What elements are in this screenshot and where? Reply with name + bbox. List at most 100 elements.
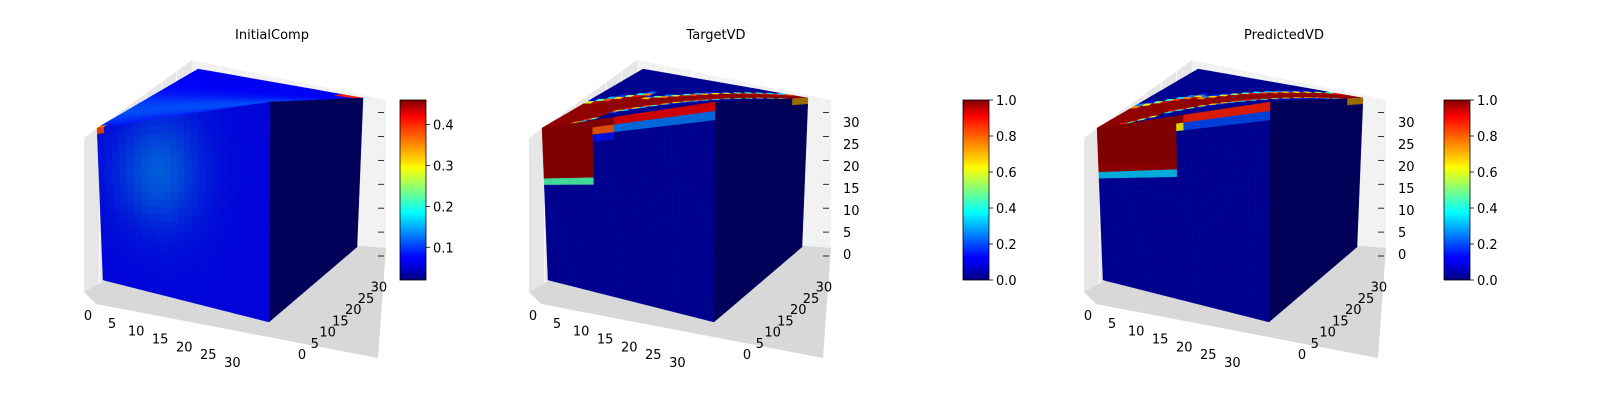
voxel-front-cell — [650, 192, 659, 202]
voxel-right-cell — [764, 129, 769, 138]
x-tick-label: 0 — [84, 309, 92, 324]
voxel-front-cell — [1171, 252, 1179, 262]
voxel-right-cell — [327, 106, 333, 115]
voxel-front-cell — [1141, 198, 1150, 207]
voxel-front-cell — [686, 105, 694, 116]
voxel-right-cell — [311, 122, 317, 132]
voxel-front-cell — [205, 216, 214, 227]
voxel-front-cell — [155, 154, 163, 164]
voxel-front-cell — [600, 184, 609, 193]
voxel-front-cell — [148, 155, 156, 164]
voxel-front-cell — [679, 227, 687, 238]
voxel-right-cell — [737, 133, 742, 144]
voxel-front-cell — [162, 154, 171, 163]
voxel-right-cell — [307, 162, 312, 172]
voxel-front-cell — [198, 208, 207, 218]
voxel-front-cell — [572, 191, 581, 199]
voxel-front-cell — [176, 114, 184, 124]
voxel-right-cell — [730, 118, 735, 128]
voxel-front-cell — [185, 269, 193, 280]
voxel-right-cell — [296, 124, 301, 135]
voxel-front-cell — [137, 281, 145, 291]
voxel-front-cell — [600, 154, 608, 164]
voxel-front-cell — [700, 237, 708, 249]
voxel-front-cell — [212, 241, 221, 252]
voxel-right-cell — [288, 126, 294, 136]
voxel-right-cell — [1357, 116, 1363, 124]
voxel-front-cell — [1151, 284, 1159, 295]
voxel-right-cell — [1346, 117, 1351, 126]
voxel-front-cell — [190, 112, 199, 123]
voxel-front-cell — [544, 197, 553, 205]
voxel-front-cell — [168, 123, 177, 133]
voxel-right-cell — [1288, 117, 1294, 128]
voxel-right-cell — [767, 143, 773, 153]
voxel-front-cell — [693, 201, 701, 212]
voxel-front-cell — [671, 158, 680, 168]
voxel-right-cell — [1300, 124, 1305, 134]
voxel-front-cell — [1126, 143, 1135, 152]
voxel-front-cell — [176, 138, 185, 147]
voxel-right-cell — [281, 118, 286, 129]
voxel-front-cell — [1113, 184, 1122, 192]
voxel-right-cell — [323, 106, 329, 115]
colorbar-tick-label: 0.0 — [996, 274, 1017, 289]
voxel-front-cell — [185, 262, 193, 272]
voxel-front-cell — [593, 177, 602, 186]
voxel-front-cell — [609, 288, 618, 298]
voxel-front-cell — [1112, 151, 1120, 159]
voxel-front-cell — [1148, 191, 1157, 200]
voxel-right-cell — [312, 99, 317, 109]
voxel-front-cell — [686, 219, 694, 229]
voxel-front-cell — [262, 238, 270, 249]
voxel-front-cell — [1112, 178, 1121, 186]
voxel-front-cell — [185, 254, 193, 264]
voxel-right-cell — [749, 131, 754, 142]
voxel-right-cell — [714, 110, 719, 121]
voxel-front-cell — [635, 136, 644, 146]
voxel-right-cell — [1311, 122, 1317, 132]
voxel-front-cell — [693, 130, 701, 141]
voxel-front-cell — [545, 210, 553, 218]
voxel-right-cell — [273, 110, 278, 121]
voxel-right-cell — [296, 141, 301, 151]
voxel-front-cell — [1162, 177, 1171, 186]
voxel-front-cell — [650, 233, 659, 243]
voxel-front-cell — [107, 216, 116, 225]
voxel-front-cell — [602, 242, 610, 252]
voxel-front-cell — [135, 233, 144, 242]
voxel-front-cell — [220, 276, 228, 287]
voxel-right-cell — [323, 113, 329, 123]
voxel-front-cell — [183, 153, 192, 162]
voxel-front-cell — [570, 129, 579, 138]
voxel-front-cell — [219, 242, 228, 253]
voxel-front-cell — [650, 184, 659, 194]
voxel-front-cell — [664, 167, 673, 177]
voxel-front-cell — [129, 239, 137, 248]
voxel-front-cell — [686, 157, 694, 168]
voxel-front-cell — [240, 175, 249, 185]
voxel-front-cell — [557, 171, 566, 179]
voxel-front-cell — [226, 235, 235, 245]
voxel-right-cell — [339, 105, 344, 114]
voxel-front-cell — [205, 151, 213, 161]
voxel-right-cell — [299, 148, 305, 159]
voxel-front-cell — [608, 206, 617, 216]
voxel-front-cell — [147, 140, 156, 150]
voxel-front-cell — [707, 211, 715, 222]
voxel-right-cell — [1277, 154, 1282, 165]
voxel-front-cell — [164, 243, 172, 253]
voxel-front-cell — [706, 292, 715, 304]
voxel-front-cell — [205, 200, 214, 210]
voxel-right-cell — [784, 98, 789, 107]
voxel-front-cell — [559, 230, 568, 239]
voxel-front-cell — [205, 143, 213, 153]
voxel-right-cell — [304, 100, 310, 109]
voxel-right-cell — [273, 154, 278, 166]
voxel-right-cell — [725, 179, 731, 190]
voxel-front-cell — [1169, 169, 1178, 178]
voxel-front-cell — [628, 137, 637, 147]
voxel-front-cell — [671, 141, 680, 152]
voxel-front-cell — [707, 220, 715, 231]
voxel-front-cell — [587, 212, 596, 221]
